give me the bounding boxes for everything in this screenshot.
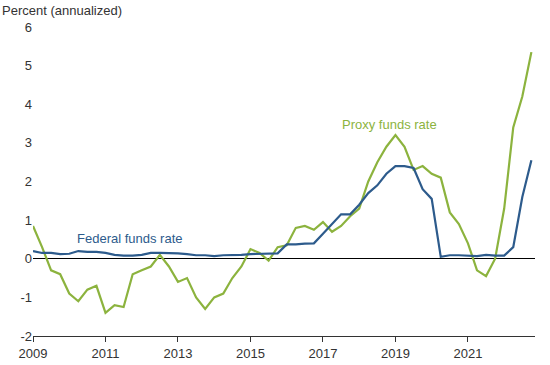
svg-text:2021: 2021: [453, 346, 482, 361]
svg-text:2009: 2009: [19, 346, 48, 361]
svg-text:4: 4: [25, 97, 32, 112]
svg-text:-2: -2: [20, 329, 32, 344]
svg-text:Federal funds rate: Federal funds rate: [77, 231, 183, 246]
svg-text:2019: 2019: [381, 346, 410, 361]
svg-text:2017: 2017: [308, 346, 337, 361]
svg-text:6: 6: [25, 20, 32, 35]
svg-text:2015: 2015: [236, 346, 265, 361]
svg-text:Proxy funds rate: Proxy funds rate: [342, 117, 437, 132]
svg-text:0: 0: [25, 251, 32, 266]
svg-text:3: 3: [25, 135, 32, 150]
svg-text:2: 2: [25, 174, 32, 189]
svg-text:5: 5: [25, 58, 32, 73]
svg-text:1: 1: [25, 213, 32, 228]
svg-text:Percent (annualized): Percent (annualized): [2, 3, 122, 18]
svg-text:-1: -1: [20, 290, 32, 305]
svg-text:2011: 2011: [92, 346, 120, 361]
svg-text:2013: 2013: [164, 346, 193, 361]
